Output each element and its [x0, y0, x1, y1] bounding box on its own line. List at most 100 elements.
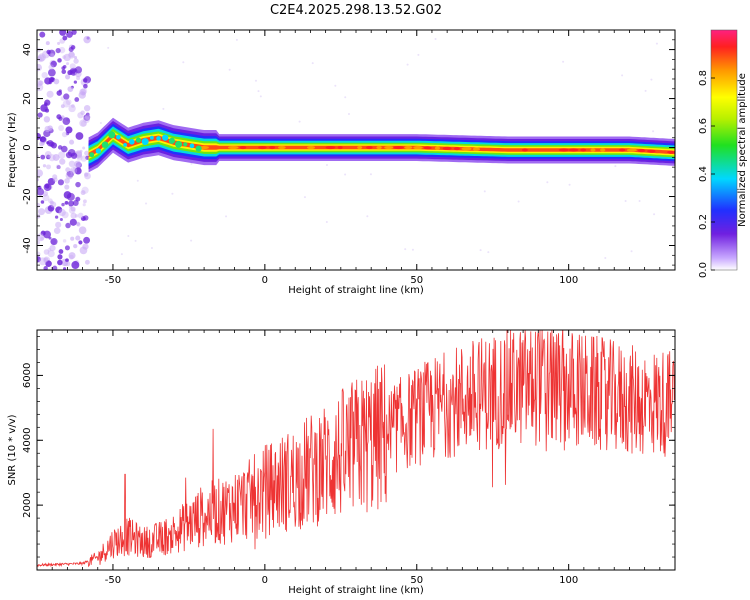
spectrogram-peak-blob [434, 146, 441, 150]
spectrogram-noise-blob [66, 30, 73, 38]
spectrogram-panel: -50 0 50 100 -40 -20 0 20 40 Frequency (Hz) Heig… [7, 29, 676, 296]
spectrogram-noise-dot [228, 68, 231, 71]
spectrogram-noise-blob [78, 240, 83, 245]
spectrogram-noise-blob [83, 104, 91, 112]
spectrogram-noise-blob [37, 54, 45, 63]
spectrogram-peak-blob [357, 145, 363, 150]
snr-panel: -50 0 50 100 2000 4000 6000 SNR (10 * v/v) Hei… [7, 329, 676, 596]
spectrogram-noise-dot [479, 249, 482, 252]
spectrogram-noise-dot [254, 79, 257, 82]
spectrogram-peak-blob [366, 145, 373, 150]
spectrogram-noise-blob [82, 243, 89, 250]
spectrogram-noise-blob [82, 203, 86, 207]
spectrogram-noise-dot [298, 120, 301, 123]
spectrogram-noise-dot [411, 248, 414, 251]
spectrogram-peak-blob [337, 145, 343, 150]
spectrogram-peak-blob [647, 149, 656, 153]
spectrogram-noise-blob [59, 158, 66, 165]
snr-series-line [37, 330, 675, 568]
snr-xtick-label: -50 [105, 575, 121, 586]
spectrogram-noise-blob [64, 200, 69, 205]
spectrogram-noise-dot [621, 74, 624, 77]
spectrogram-noise-blob [68, 104, 76, 113]
spectrogram-noise-blob [52, 265, 58, 270]
spectrogram-noise-blob [43, 116, 51, 123]
figure-title: C2E4.2025.298.13.52.G02 [270, 3, 442, 18]
spectrogram-peak-blob [325, 145, 336, 150]
colorbar-gradient [710, 29, 738, 271]
snr-ylabel: SNR (10 * v/v) [7, 414, 18, 485]
spectrogram-noise-blob [68, 200, 75, 207]
spectrogram-noise-blob [37, 169, 44, 178]
spectrogram-peak-blob [227, 145, 239, 150]
spectrogram-noise-blob [67, 86, 74, 92]
spectrogram-noise-blob [37, 132, 42, 141]
spectrogram-noise-dot [311, 62, 314, 65]
spectrogram-noise-blob [37, 185, 42, 190]
spectrogram-noise-blob [37, 63, 42, 72]
spectrogram-noise-blob [58, 116, 63, 121]
spectrogram-peak-blob [600, 148, 606, 152]
colorbar-ticks: 0.0 0.2 0.4 0.6 0.8 [698, 70, 715, 278]
spectrogram-noise-blob [80, 110, 85, 115]
spectrogram-xtick-label: 0 [262, 275, 268, 286]
spectrogram-ytick-label: 0 [22, 144, 33, 150]
spectrogram-noise-blob [83, 199, 87, 204]
spectrogram-noise-blob [47, 198, 53, 204]
snr-axes: -50 0 50 100 2000 4000 6000 [22, 330, 676, 586]
spectrogram-noise-blob [58, 208, 66, 217]
spectrogram-noise-dot [259, 95, 262, 98]
spectrogram-noise-dot [182, 61, 185, 64]
spectrogram-noise-dot [655, 42, 658, 45]
spectrogram-noise-blob [63, 93, 70, 100]
spectrogram-noise-blob [64, 245, 70, 251]
spectrogram-peak-blob [667, 150, 675, 154]
spectrogram-noise-blob [63, 261, 68, 267]
spectrogram-noise-blob [65, 99, 72, 106]
spectrogram-ytick-label: -40 [22, 237, 33, 253]
spectrogram-noise-blob [48, 64, 55, 70]
spectrogram-early-blob [175, 140, 183, 148]
spectrogram-noise-dot [644, 89, 647, 92]
spectrogram-noise-dot [404, 248, 407, 251]
spectrogram-noise-blob [47, 204, 55, 212]
spectrogram-noise-blob [61, 202, 65, 207]
spectrogram-noise-blob [55, 164, 61, 170]
spectrogram-heatmap [37, 30, 675, 270]
spectrogram-noise-blob [63, 267, 67, 270]
snr-ytick-label: 4000 [22, 428, 33, 453]
spectrogram-noise-blob [74, 214, 79, 218]
spectrogram-noise-blob [62, 117, 71, 125]
spectrogram-noise-blob [55, 221, 62, 228]
spectrogram-noise-blob [69, 63, 76, 70]
spectrogram-noise-dot [303, 196, 306, 199]
spectrogram-early-blob [141, 138, 149, 146]
spectrogram-early-blob [183, 142, 188, 147]
spectrogram-noise-blob [71, 104, 75, 108]
spectrogram-early-blob [123, 143, 127, 147]
spectrogram-noise-blob [65, 222, 71, 229]
spectrogram-noise-blob [79, 119, 87, 127]
spectrogram-noise-blob [75, 181, 81, 188]
spectrogram-noise-blob [77, 112, 84, 119]
spectrogram-noise-blob [77, 212, 84, 219]
spectrogram-noise-dot [630, 250, 633, 253]
spectrogram-noise-blob [37, 202, 41, 208]
spectrogram-noise-blob [75, 221, 81, 226]
spectrogram-noise-blob [50, 60, 57, 68]
spectrogram-noise-blob [76, 222, 81, 227]
spectrogram-noise-blob [47, 247, 52, 252]
spectrogram-noise-blob [64, 178, 70, 184]
spectrogram-noise-blob [65, 167, 71, 173]
spectrogram-noise-blob [50, 142, 58, 149]
spectrogram-noise-dot [150, 246, 153, 249]
spectrogram-noise-blob [58, 249, 64, 254]
spectrogram-noise-blob [58, 124, 65, 131]
colorbar-tick-label: 0.0 [698, 262, 709, 278]
spectrogram-noise-blob [68, 46, 74, 52]
snr-xtick-label: 100 [559, 575, 578, 586]
spectrogram-noise-blob [46, 154, 51, 160]
spectrogram-noise-blob [37, 56, 43, 62]
spectrogram-noise-blob [73, 80, 77, 84]
spectrogram-noise-dot [366, 215, 369, 218]
